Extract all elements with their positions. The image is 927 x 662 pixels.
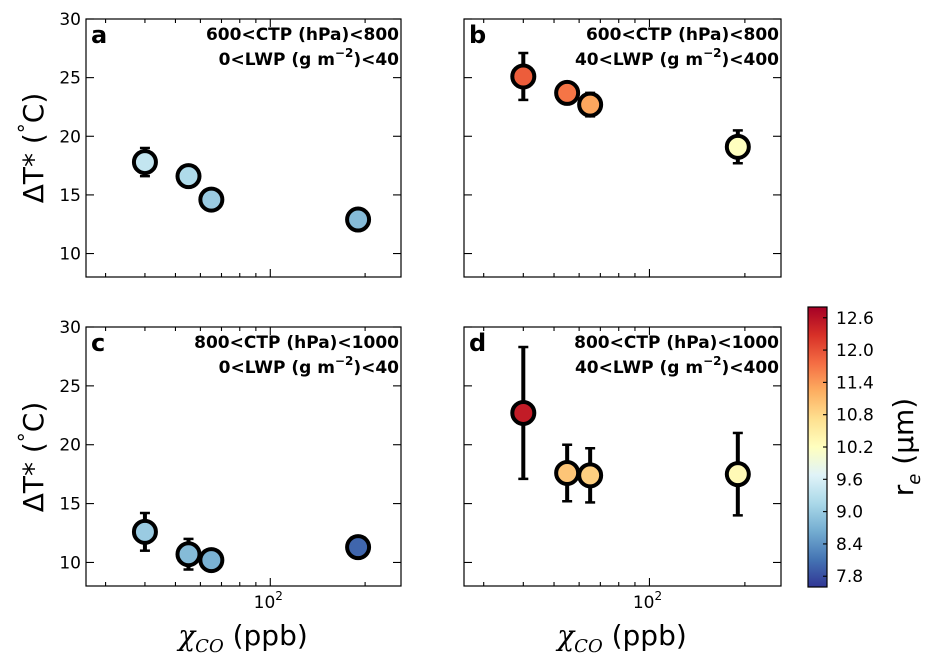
data-point xyxy=(131,518,158,545)
colorbar-tick-label: 10.2 xyxy=(836,438,874,458)
y-tick-label: 20 xyxy=(59,127,81,147)
colorbar-tick-label: 12.6 xyxy=(836,309,874,329)
x-tick-label: 102 xyxy=(254,589,283,613)
data-point xyxy=(198,547,225,574)
colorbar-tick-label: 11.4 xyxy=(836,373,874,393)
annotation-ctp: 600<CTP (hPa)<800 xyxy=(206,25,399,45)
x-tick-label: 102 xyxy=(633,589,662,613)
y-tick-label: 20 xyxy=(59,436,81,456)
annotation-lwp: 40<LWP (g m−2)<400 xyxy=(575,354,779,378)
y-tick-label: 15 xyxy=(59,495,81,515)
y-tick-label: 30 xyxy=(59,10,81,30)
y-tick-label: 10 xyxy=(59,245,81,265)
data-point xyxy=(510,63,537,90)
y-tick-label: 30 xyxy=(59,318,81,338)
data-point xyxy=(131,149,158,176)
axis-labels-group: ΔT* (°C) ΔT* (°C) χCO (ppb) χCO (ppb) xyxy=(14,93,687,657)
x-axis-label: χCO (ppb) xyxy=(176,619,308,657)
colorbar-tick-label: 7.8 xyxy=(836,567,863,587)
data-point xyxy=(724,461,751,488)
y-axis-label: ΔT* (°C) xyxy=(14,93,50,204)
colorbar-tick-label: 9.6 xyxy=(836,470,863,490)
panel-tag-d: d xyxy=(469,329,486,357)
annotation-lwp: 0<LWP (g m−2)<40 xyxy=(219,46,400,70)
y-tick-label: 15 xyxy=(59,186,81,206)
data-point xyxy=(345,534,372,561)
annotation-ctp: 800<CTP (hPa)<1000 xyxy=(194,333,399,353)
panel-frame xyxy=(85,18,402,278)
panel-tag-a: a xyxy=(91,21,107,49)
panel-frame xyxy=(463,18,782,278)
data-point xyxy=(510,399,537,426)
y-tick-label: 25 xyxy=(59,377,81,397)
panel-frame xyxy=(463,326,782,587)
colorbar-tick-label: 9.0 xyxy=(836,503,863,523)
x-axis-label: χCO (ppb) xyxy=(555,619,687,657)
data-point xyxy=(345,206,372,233)
annotation-lwp: 40<LWP (g m−2)<400 xyxy=(575,46,779,70)
data-point xyxy=(577,91,604,118)
data-point xyxy=(554,79,581,106)
annotation-ctp: 600<CTP (hPa)<800 xyxy=(586,25,779,45)
colorbar-tick-label: 10.8 xyxy=(836,406,874,426)
colorbar-tick-label: 8.4 xyxy=(836,535,863,555)
panel-tag-b: b xyxy=(469,21,486,49)
panel-tag-c: c xyxy=(91,329,105,357)
y-tick-label: 25 xyxy=(59,69,81,89)
panel-frame xyxy=(85,326,402,587)
annotation-lwp: 0<LWP (g m−2)<40 xyxy=(219,354,400,378)
colorbar-label: re (μm) xyxy=(887,398,925,496)
colorbar-tick-label: 12.0 xyxy=(836,341,874,361)
y-axis-label: ΔT* (°C) xyxy=(14,402,50,513)
data-point xyxy=(175,163,202,190)
data-point xyxy=(175,541,202,568)
y-tick-label: 10 xyxy=(59,553,81,573)
data-point xyxy=(198,186,225,213)
data-point xyxy=(724,133,751,160)
annotation-ctp: 800<CTP (hPa)<1000 xyxy=(574,333,779,353)
data-point xyxy=(577,462,604,489)
colorbar: 12.6 12.0 11.4 10.8 10.2 9.6 9.0 8.4 7.8 re (μm) xyxy=(807,306,925,588)
data-point xyxy=(554,459,581,486)
